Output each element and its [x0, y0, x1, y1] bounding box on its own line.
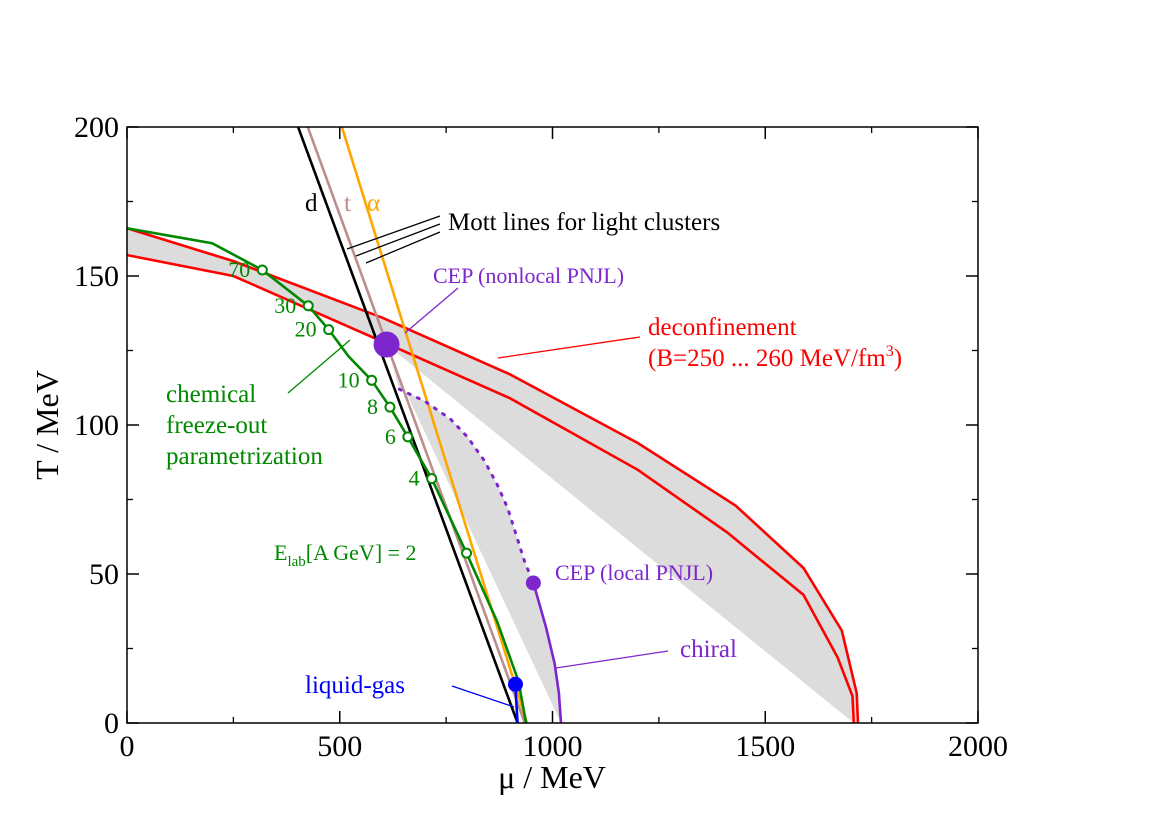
x-tick-label: 2000 [948, 730, 1008, 763]
y-tick-label: 100 [74, 409, 119, 442]
freezeout-energy-point [384, 401, 396, 413]
cep-nonlocal-point [373, 331, 400, 358]
freezeout-curve [127, 227, 528, 723]
freezeout-energy-point [461, 547, 473, 559]
cep-local-point [525, 575, 541, 591]
deconfinement-leader [497, 336, 641, 359]
chemical-label-line3: parametrization [166, 443, 323, 470]
mott-d-label: d [305, 190, 318, 217]
deconfinement-label: deconfinement [648, 314, 797, 341]
freezeout-energy-label: 30 [274, 293, 296, 318]
annotation-leaders [287, 215, 669, 708]
y-tick-label: 200 [74, 111, 119, 144]
mott-alpha-line [340, 127, 529, 723]
x-tick-label: 500 [317, 730, 362, 763]
crossover-dotted-line [397, 387, 535, 585]
deconfinement-bag-label: (B=250 ... 260 MeV/fm3) [648, 343, 902, 372]
freezeout-energy-label: 4 [409, 466, 420, 491]
freezeout-energy-point [323, 324, 335, 336]
x-axis-title: μ / MeV [498, 759, 606, 795]
chemical-label-line2: freeze-out [166, 412, 267, 439]
mott-leader-1 [346, 215, 441, 250]
mott-lines-label: Mott lines for light clusters [448, 209, 720, 236]
chemical-label-line1: chemical [166, 381, 256, 408]
liquid-gas-leader [451, 685, 515, 708]
chiral-label: chiral [680, 636, 737, 663]
mott-leader-2 [355, 223, 441, 257]
freezeout-energy-label: 20 [295, 317, 317, 342]
mott-t-label: t [344, 190, 351, 217]
mott-leader-3 [365, 231, 441, 264]
freezeout-energy-point [256, 264, 268, 276]
x-tick-label: 0 [120, 730, 135, 763]
y-tick-label: 50 [89, 558, 119, 591]
x-tick-label: 1000 [523, 730, 583, 763]
liquid-gas-label: liquid-gas [305, 672, 405, 699]
freezeout-energy-point [302, 300, 314, 312]
x-tick-label: 1500 [735, 730, 795, 763]
freezeout-energy-label: 70 [228, 257, 250, 282]
y-tick-label: 0 [104, 707, 119, 740]
cep-local-label: CEP (local PNJL) [555, 560, 713, 585]
y-tick-label: 150 [74, 260, 119, 293]
mixed-phase-region-fill [382, 341, 854, 723]
freezeout-energy-label: 8 [367, 394, 378, 419]
freezeout-energy-label: 6 [385, 424, 396, 449]
cep-nonlocal-leader [404, 287, 459, 334]
freezeout-energy-label: 10 [338, 367, 360, 392]
freezeout-energy-point [402, 431, 414, 443]
chiral-line [532, 582, 563, 723]
mott-t-line [306, 127, 527, 723]
freezeout-leader [287, 339, 351, 394]
freezeout-energy-point [426, 473, 438, 485]
chiral-leader [555, 650, 669, 669]
elab-label: Elab[A GeV] = 2 [274, 540, 417, 570]
cep-nonlocal-label: CEP (nonlocal PNJL) [433, 263, 624, 288]
mott-d-line [296, 127, 519, 723]
mott-alpha-label: α [367, 190, 380, 217]
freezeout-energy-point [366, 374, 378, 386]
liquid-gas-point [507, 676, 523, 692]
y-axis-title: T / MeV [29, 370, 65, 480]
deconfinement-upper-line [127, 227, 860, 723]
